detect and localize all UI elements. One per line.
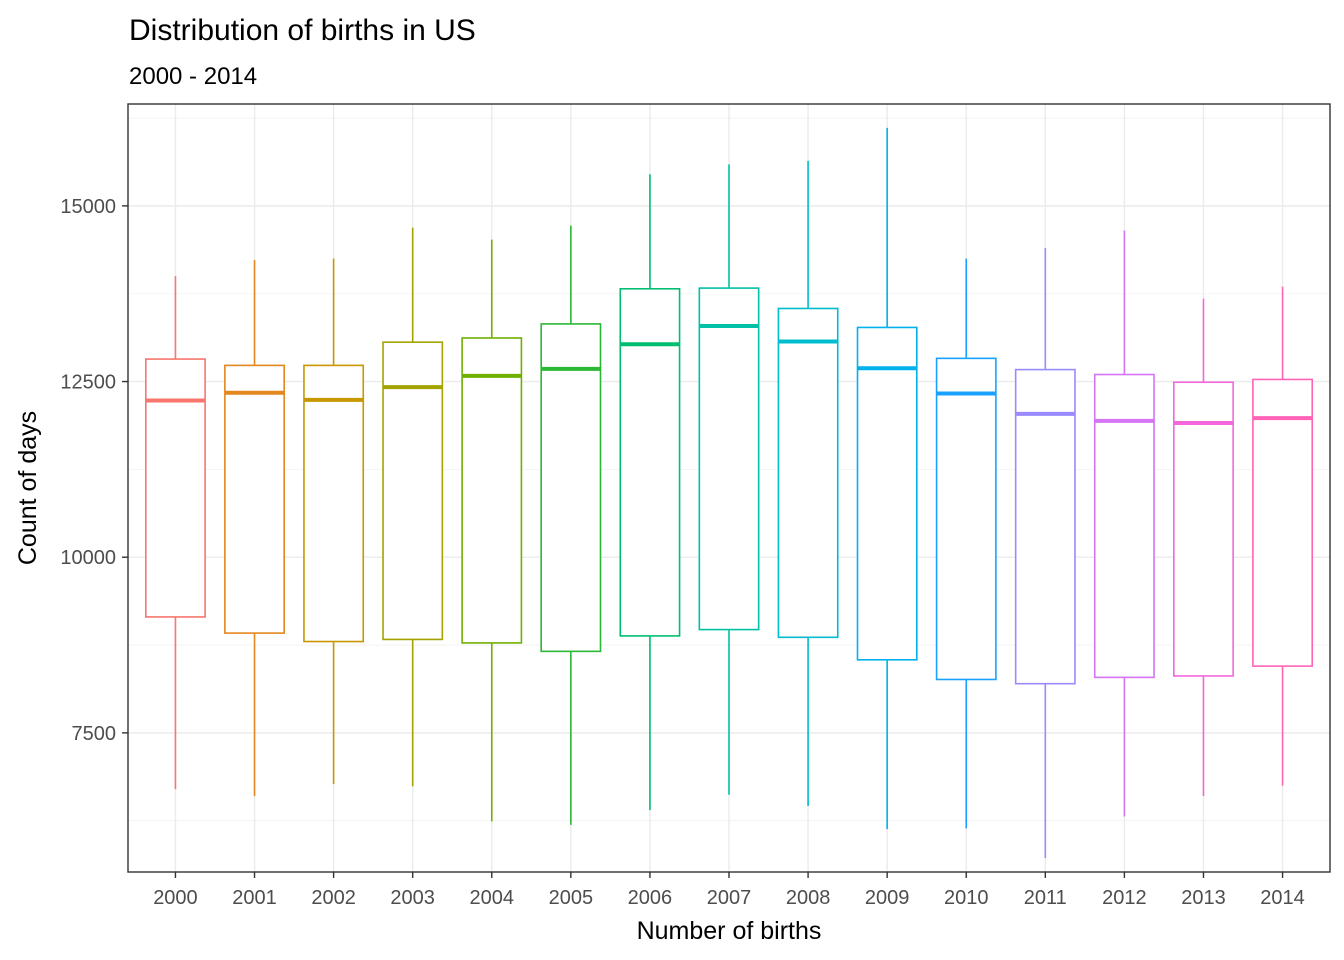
x-tick-label: 2007 [707, 887, 752, 909]
x-tick-label: 2010 [944, 887, 989, 909]
y-tick-label: 15000 [60, 196, 116, 218]
box-2004 [461, 239, 523, 822]
x-tick-label: 2009 [865, 887, 910, 909]
box-2006 [619, 174, 681, 811]
box-2010 [935, 258, 997, 829]
x-tick-label: 2013 [1181, 887, 1226, 909]
box-2001 [224, 259, 285, 797]
box-2013 [1173, 298, 1234, 797]
box-iqr [224, 364, 285, 634]
x-tick-label: 2008 [786, 887, 831, 909]
x-tick-label: 2004 [470, 887, 515, 909]
x-tick-label: 2003 [390, 887, 435, 909]
y-tick-label: 12500 [60, 372, 116, 394]
box-iqr [382, 341, 444, 641]
x-tick-label: 2011 [1024, 887, 1067, 909]
box-iqr [777, 307, 839, 639]
box-2009 [856, 127, 918, 830]
box-iqr [540, 323, 602, 653]
box-2012 [1093, 230, 1155, 817]
box-iqr [1014, 368, 1076, 685]
x-tick-label: 2005 [549, 887, 594, 909]
box-2007 [698, 164, 760, 795]
x-tick-label: 2014 [1260, 887, 1305, 909]
x-tick-label: 2001 [232, 887, 277, 909]
x-tick-label: 2002 [311, 887, 356, 909]
y-axis-title: Count of days [14, 411, 42, 565]
box-iqr [144, 358, 206, 618]
x-tick-label: 2012 [1102, 887, 1147, 909]
box-2002 [303, 258, 365, 785]
chart-title: Distribution of births in US [129, 14, 476, 47]
x-axis: 2000 2001 2002 2003 2004 2005 2006 2007 2008 2009… [153, 872, 1305, 909]
box-iqr [303, 364, 365, 643]
box-2005 [540, 225, 602, 825]
y-axis: 7500 10000 12500 15000 [60, 196, 128, 745]
chart-subtitle: 2000 - 2014 [129, 63, 257, 90]
box-iqr [1093, 373, 1155, 679]
box-iqr [461, 337, 523, 644]
y-tick-label: 7500 [72, 723, 117, 745]
x-axis-title: Number of births [637, 917, 822, 945]
box-2014 [1252, 286, 1314, 786]
boxes [144, 127, 1314, 858]
box-iqr [1252, 378, 1314, 667]
box-iqr [1173, 381, 1234, 677]
box-2008 [777, 160, 839, 806]
y-tick-label: 10000 [60, 547, 116, 569]
box-iqr [698, 287, 760, 631]
box-iqr [619, 287, 681, 637]
box-2003 [382, 227, 444, 787]
box-iqr [935, 357, 997, 681]
x-tick-label: 2006 [628, 887, 673, 909]
box-2000 [144, 276, 206, 790]
box-iqr [856, 326, 918, 661]
x-tick-label: 2000 [153, 887, 198, 909]
box-2011 [1014, 248, 1076, 858]
